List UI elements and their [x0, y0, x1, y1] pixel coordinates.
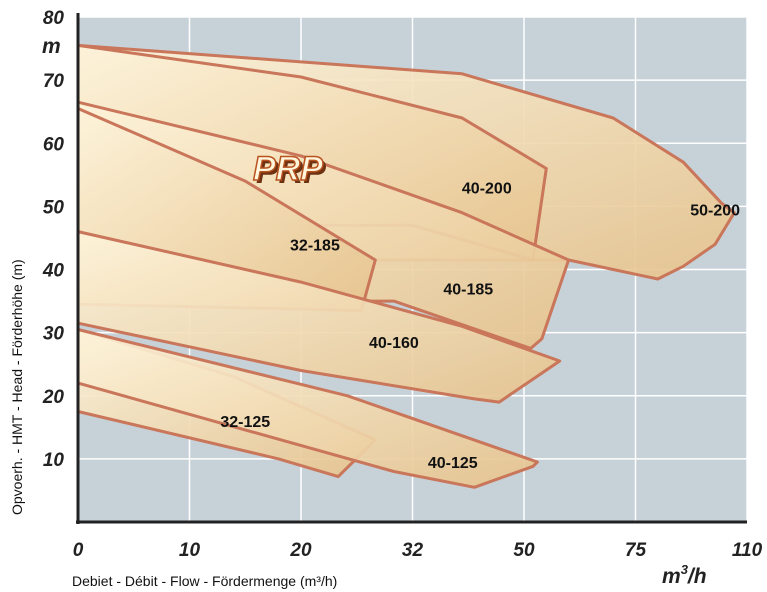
- curve-label-40-125: 40-125: [428, 455, 478, 472]
- x-tick-label: 20: [289, 540, 312, 561]
- curve-label-32-125: 32-125: [220, 414, 270, 431]
- x-tick-label: 32: [402, 540, 424, 561]
- curve-label-40-200: 40-200: [462, 180, 512, 197]
- y-tick-label: 40: [42, 261, 65, 282]
- axes: [76, 13, 747, 524]
- brand-logo-shadow: PRP: [256, 153, 326, 191]
- x-unit-base: m: [662, 565, 681, 588]
- curve-label-40-160: 40-160: [369, 335, 419, 352]
- y-axis-unit: m: [42, 35, 61, 58]
- x-axis-unit: m3/h: [662, 562, 707, 588]
- y-axis-title: Opvoerh. - HMT - Head - Förderhöhe (m): [9, 259, 25, 515]
- y-tick-label: 80: [43, 8, 65, 29]
- y-tick-label: 50: [43, 197, 65, 218]
- y-tick-label: 60: [43, 134, 65, 155]
- tick-labels: 0 10 20 32 50 75 110 10 20 30 40 50 60 70 80: [42, 8, 763, 561]
- x-unit-exponent: 3: [681, 562, 689, 577]
- curve-area-40-125: [76, 328, 539, 489]
- x-unit-tail: /h: [687, 565, 707, 588]
- y-tick-label: 10: [43, 450, 65, 471]
- curve-area-40-160: [76, 230, 562, 404]
- brand-logo-text: PRP: [253, 150, 323, 188]
- x-tick-label: 75: [625, 540, 647, 561]
- x-tick-label: 0: [73, 540, 84, 561]
- x-tick-label: 50: [513, 540, 535, 561]
- curve-label-40-185: 40-185: [443, 281, 493, 298]
- y-tick-label: 30: [43, 324, 65, 345]
- pump-curves: 50-200 40-200 40-185 32-185 40-160 32-125 40-1…: [76, 43, 740, 489]
- x-tick-label: 110: [732, 540, 763, 561]
- curve-label-50-200: 50-200: [690, 203, 740, 220]
- y-tick-label: 20: [42, 387, 65, 408]
- curve-label-32-185: 32-185: [290, 237, 340, 254]
- x-tick-label: 10: [179, 540, 201, 561]
- x-axis-title: Debiet - Débit - Flow - Fördermenge (m³/…: [72, 573, 337, 589]
- y-tick-label: 70: [43, 71, 65, 92]
- brand-logo: PRP PRP: [252, 149, 326, 191]
